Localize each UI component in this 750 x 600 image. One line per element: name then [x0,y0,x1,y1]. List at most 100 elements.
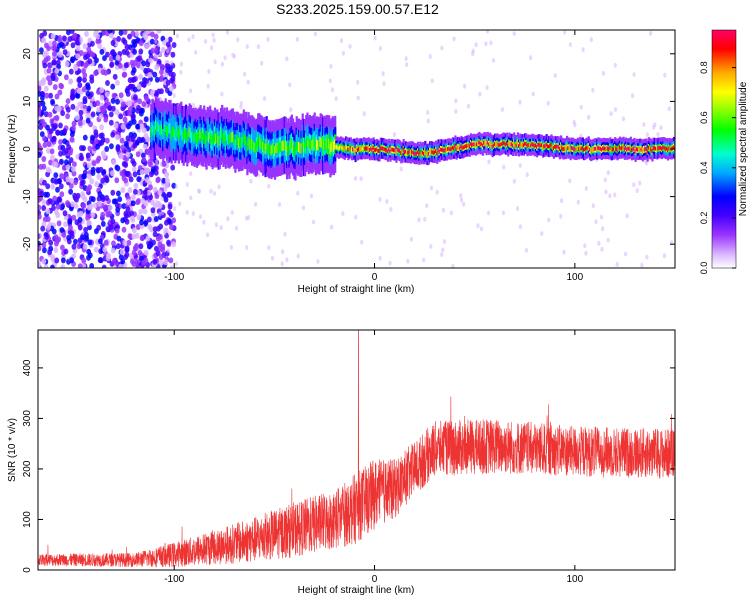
heatmap-cell [127,233,133,240]
heatmap-cell [50,183,55,190]
heatmap-cell [341,50,345,56]
heatmap-cell [512,31,516,36]
heatmap-cell [640,147,643,152]
heatmap-cell [158,254,164,260]
heatmap-cell [425,203,429,209]
heatmap-cell [485,85,489,90]
heatmap-cell [518,144,521,148]
heatmap-cell [130,200,136,207]
heatmap-cell [462,145,465,150]
heatmap-cell [38,260,41,267]
heatmap-cell [360,147,363,151]
heatmap-cell [205,135,208,147]
heatmap-cell [110,247,116,254]
heatmap-cell [256,44,260,50]
heatmap-cell [556,144,559,149]
heatmap-cell [245,215,249,221]
heatmap-cell [158,76,164,83]
heatmap-cell [139,169,145,176]
heatmap-cell [587,114,591,120]
heatmap-cell [318,141,321,152]
heatmap-cell [171,71,176,78]
heatmap-cell [44,92,50,99]
heatmap-cell [649,146,652,151]
heatmap-cell [132,171,138,178]
y-tick-label: 10 [22,95,33,107]
heatmap-cell [220,61,224,67]
heatmap-cell [54,93,60,100]
heatmap-cell [109,143,114,150]
snr-frame [37,329,676,571]
y-tick-label: 0 [22,146,33,152]
heatmap-cell [378,149,381,153]
heatmap-cell [109,62,114,68]
heatmap-cell [150,47,156,54]
heatmap-cell [120,144,126,151]
heatmap-cell [134,243,139,249]
heatmap-cell [42,62,48,69]
heatmap-cell [68,157,74,164]
heatmap-cell [430,78,434,84]
heatmap-cell [338,145,342,150]
heatmap-cell [433,150,436,155]
heatmap-cell [50,264,55,268]
heatmap-cell [77,237,83,244]
heatmap-cell [154,245,159,252]
heatmap-cell [606,146,610,151]
heatmap-cell [89,263,95,268]
heatmap-cell [40,95,45,101]
heatmap-cell [513,141,516,145]
heatmap-cell [155,177,161,184]
heatmap-cell [61,231,67,238]
heatmap-cell [183,129,186,140]
heatmap-cell [118,92,124,99]
heatmap-cell [625,213,629,219]
heatmap-cell [38,100,43,107]
heatmap-cell [316,139,319,150]
heatmap-cell [191,102,196,108]
heatmap-cell [652,146,655,150]
heatmap-cell [63,248,69,255]
heatmap-cell [603,177,607,183]
heatmap-cell [198,130,201,142]
heatmap-cell [149,226,154,233]
heatmap-cell [563,146,566,151]
heatmap-cell [195,134,198,145]
heatmap-cell [612,147,616,152]
heatmap-cell [435,149,438,153]
heatmap-cell [356,148,360,152]
heatmap-cell [622,145,625,150]
heatmap-cell [170,60,174,66]
heatmap-cell [167,36,173,43]
heatmap-cell [278,142,281,153]
heatmap-cell [168,257,174,264]
heatmap-cell [55,129,60,136]
heatmap-cell [165,48,170,54]
heatmap-cell [84,231,89,238]
heatmap-cell [371,147,374,152]
heatmap-cell [118,263,123,268]
heatmap-cell [38,145,43,152]
heatmap-cell [40,225,46,232]
heatmap-cell [78,154,84,161]
heatmap-cell [171,241,177,248]
heatmap-cell [95,38,101,45]
heatmap-cell [82,134,88,141]
heatmap-cell [77,216,83,223]
heatmap-cell [383,147,386,151]
heatmap-cell [518,224,523,230]
heatmap-cell [645,254,649,260]
heatmap-cell [405,62,409,67]
heatmap-cell [65,106,71,113]
heatmap-cell [491,58,496,63]
heatmap-cell [417,217,421,223]
heatmap-cell [217,136,220,147]
heatmap-cell [70,57,75,64]
heatmap-cell [82,173,87,180]
heatmap-cell [79,145,84,151]
heatmap-cell [224,135,227,146]
heatmap-cell [185,128,188,139]
heatmap-cell [204,39,208,44]
heatmap-cell [85,53,90,60]
heatmap-cell [292,141,295,153]
